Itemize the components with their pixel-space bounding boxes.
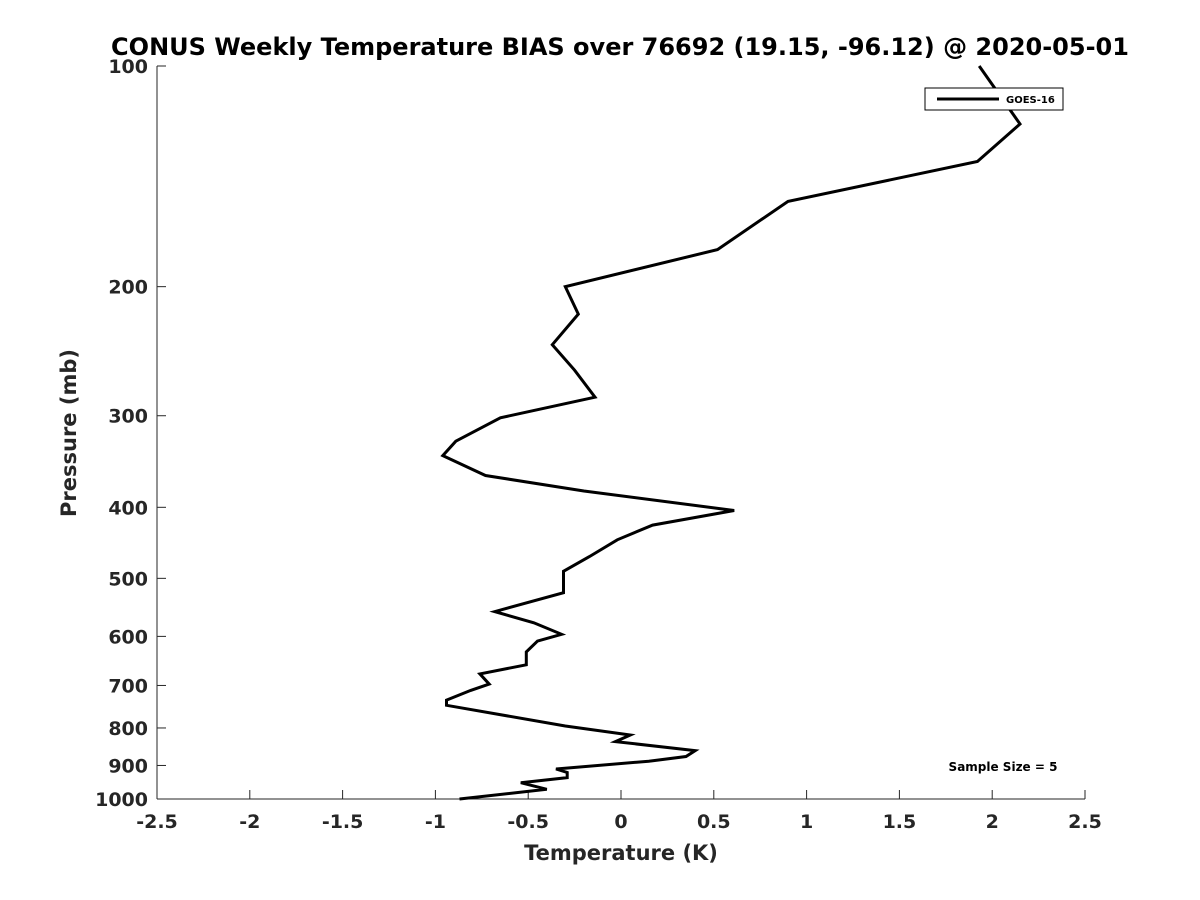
y-tick-label: 200 <box>108 277 148 299</box>
x-tick-label: 2.5 <box>1068 811 1102 833</box>
y-tick-label: 300 <box>108 406 148 428</box>
x-tick-label: -2.5 <box>136 811 178 833</box>
legend-entry-goes-16: GOES-16 <box>1006 95 1055 106</box>
x-tick-label: -1.5 <box>322 811 364 833</box>
y-tick-label: 900 <box>108 755 148 777</box>
sample-size-annotation: Sample Size = 5 <box>949 760 1058 774</box>
y-tick-label: 1000 <box>95 789 148 811</box>
x-tick-label: 0.5 <box>697 811 731 833</box>
y-tick-label: 100 <box>108 56 148 78</box>
y-axis-label: Pressure (mb) <box>57 349 81 517</box>
y-tick-label: 600 <box>108 626 148 648</box>
x-tick-label: -2 <box>239 811 260 833</box>
x-tick-label: 1.5 <box>883 811 917 833</box>
series-line-goes-16 <box>440 65 1023 801</box>
x-tick-label: 0 <box>614 811 627 833</box>
y-tick-label: 800 <box>108 718 148 740</box>
y-tick-label: 700 <box>108 675 148 697</box>
x-tick-label: -1 <box>425 811 446 833</box>
y-tick-label: 400 <box>108 497 148 519</box>
legend: GOES-16 <box>924 87 1064 111</box>
y-tick-label: 500 <box>108 568 148 590</box>
chart-title: CONUS Weekly Temperature BIAS over 76692… <box>111 33 1129 61</box>
x-tick-label: 1 <box>800 811 813 833</box>
x-tick-label: 2 <box>986 811 999 833</box>
x-tick-label: -0.5 <box>507 811 549 833</box>
x-axis-label: Temperature (K) <box>524 841 718 865</box>
